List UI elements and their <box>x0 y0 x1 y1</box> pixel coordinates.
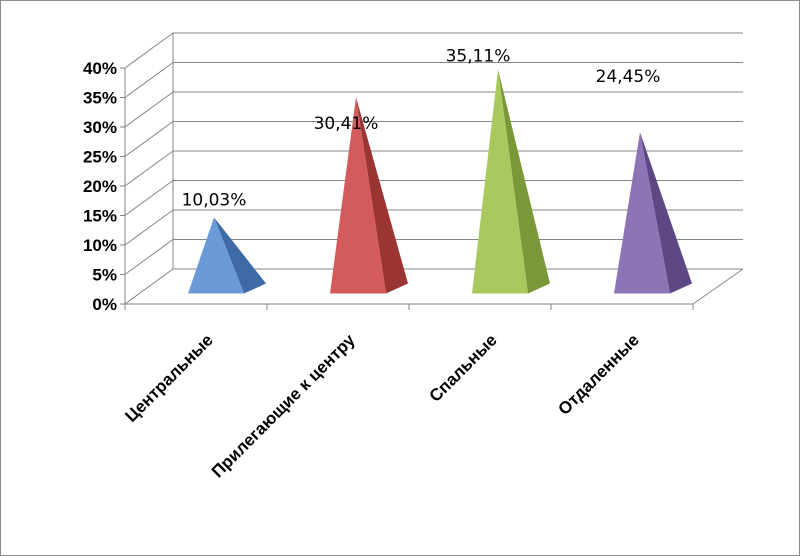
pyramid-front-face <box>330 97 386 294</box>
y-tick-label: 40% <box>83 59 117 78</box>
data-label: 35,11% <box>446 46 511 66</box>
y-tick-label: 25% <box>83 148 117 167</box>
pyramid-front-face <box>614 132 670 294</box>
y-tick-label: 15% <box>83 207 117 226</box>
gridline-side <box>124 180 174 216</box>
category-label: Центральные <box>121 330 216 425</box>
y-tick-label: 20% <box>83 177 117 196</box>
pyramid-front-face <box>472 69 528 294</box>
pyramid-bar <box>188 217 266 294</box>
gridline-side <box>124 268 174 305</box>
y-tick-label: 35% <box>83 89 117 108</box>
data-label: 30,41% <box>314 114 379 134</box>
data-label: 10,03% <box>182 190 247 210</box>
pyramid-bar <box>330 97 408 294</box>
pyramid-side-face <box>214 217 266 294</box>
gridline-side <box>124 121 174 157</box>
y-tick-label: 0% <box>92 295 117 314</box>
gridline-side <box>124 239 174 275</box>
gridline-side <box>124 91 174 128</box>
pyramid-side-face <box>498 69 550 294</box>
gridline-side <box>124 32 174 69</box>
pyramid-bar <box>614 132 692 294</box>
gridline-side <box>124 62 174 98</box>
y-tick-label: 10% <box>83 236 117 255</box>
y-tick-label: 30% <box>83 118 117 137</box>
y-tick-label: 5% <box>92 266 117 285</box>
gridline-side <box>124 150 174 187</box>
pyramid-bar <box>472 69 550 294</box>
gridline-side <box>124 209 174 246</box>
category-label: Прилегающие к центру <box>208 330 359 481</box>
pyramid-side-face <box>640 132 692 294</box>
pyramid-side-face <box>356 97 408 294</box>
data-label: 24,45% <box>596 67 661 87</box>
pyramid-front-face <box>188 217 244 294</box>
category-label: Отдаленные <box>554 330 642 418</box>
category-label: Спальные <box>426 330 501 405</box>
floor-right-edge <box>692 268 744 305</box>
